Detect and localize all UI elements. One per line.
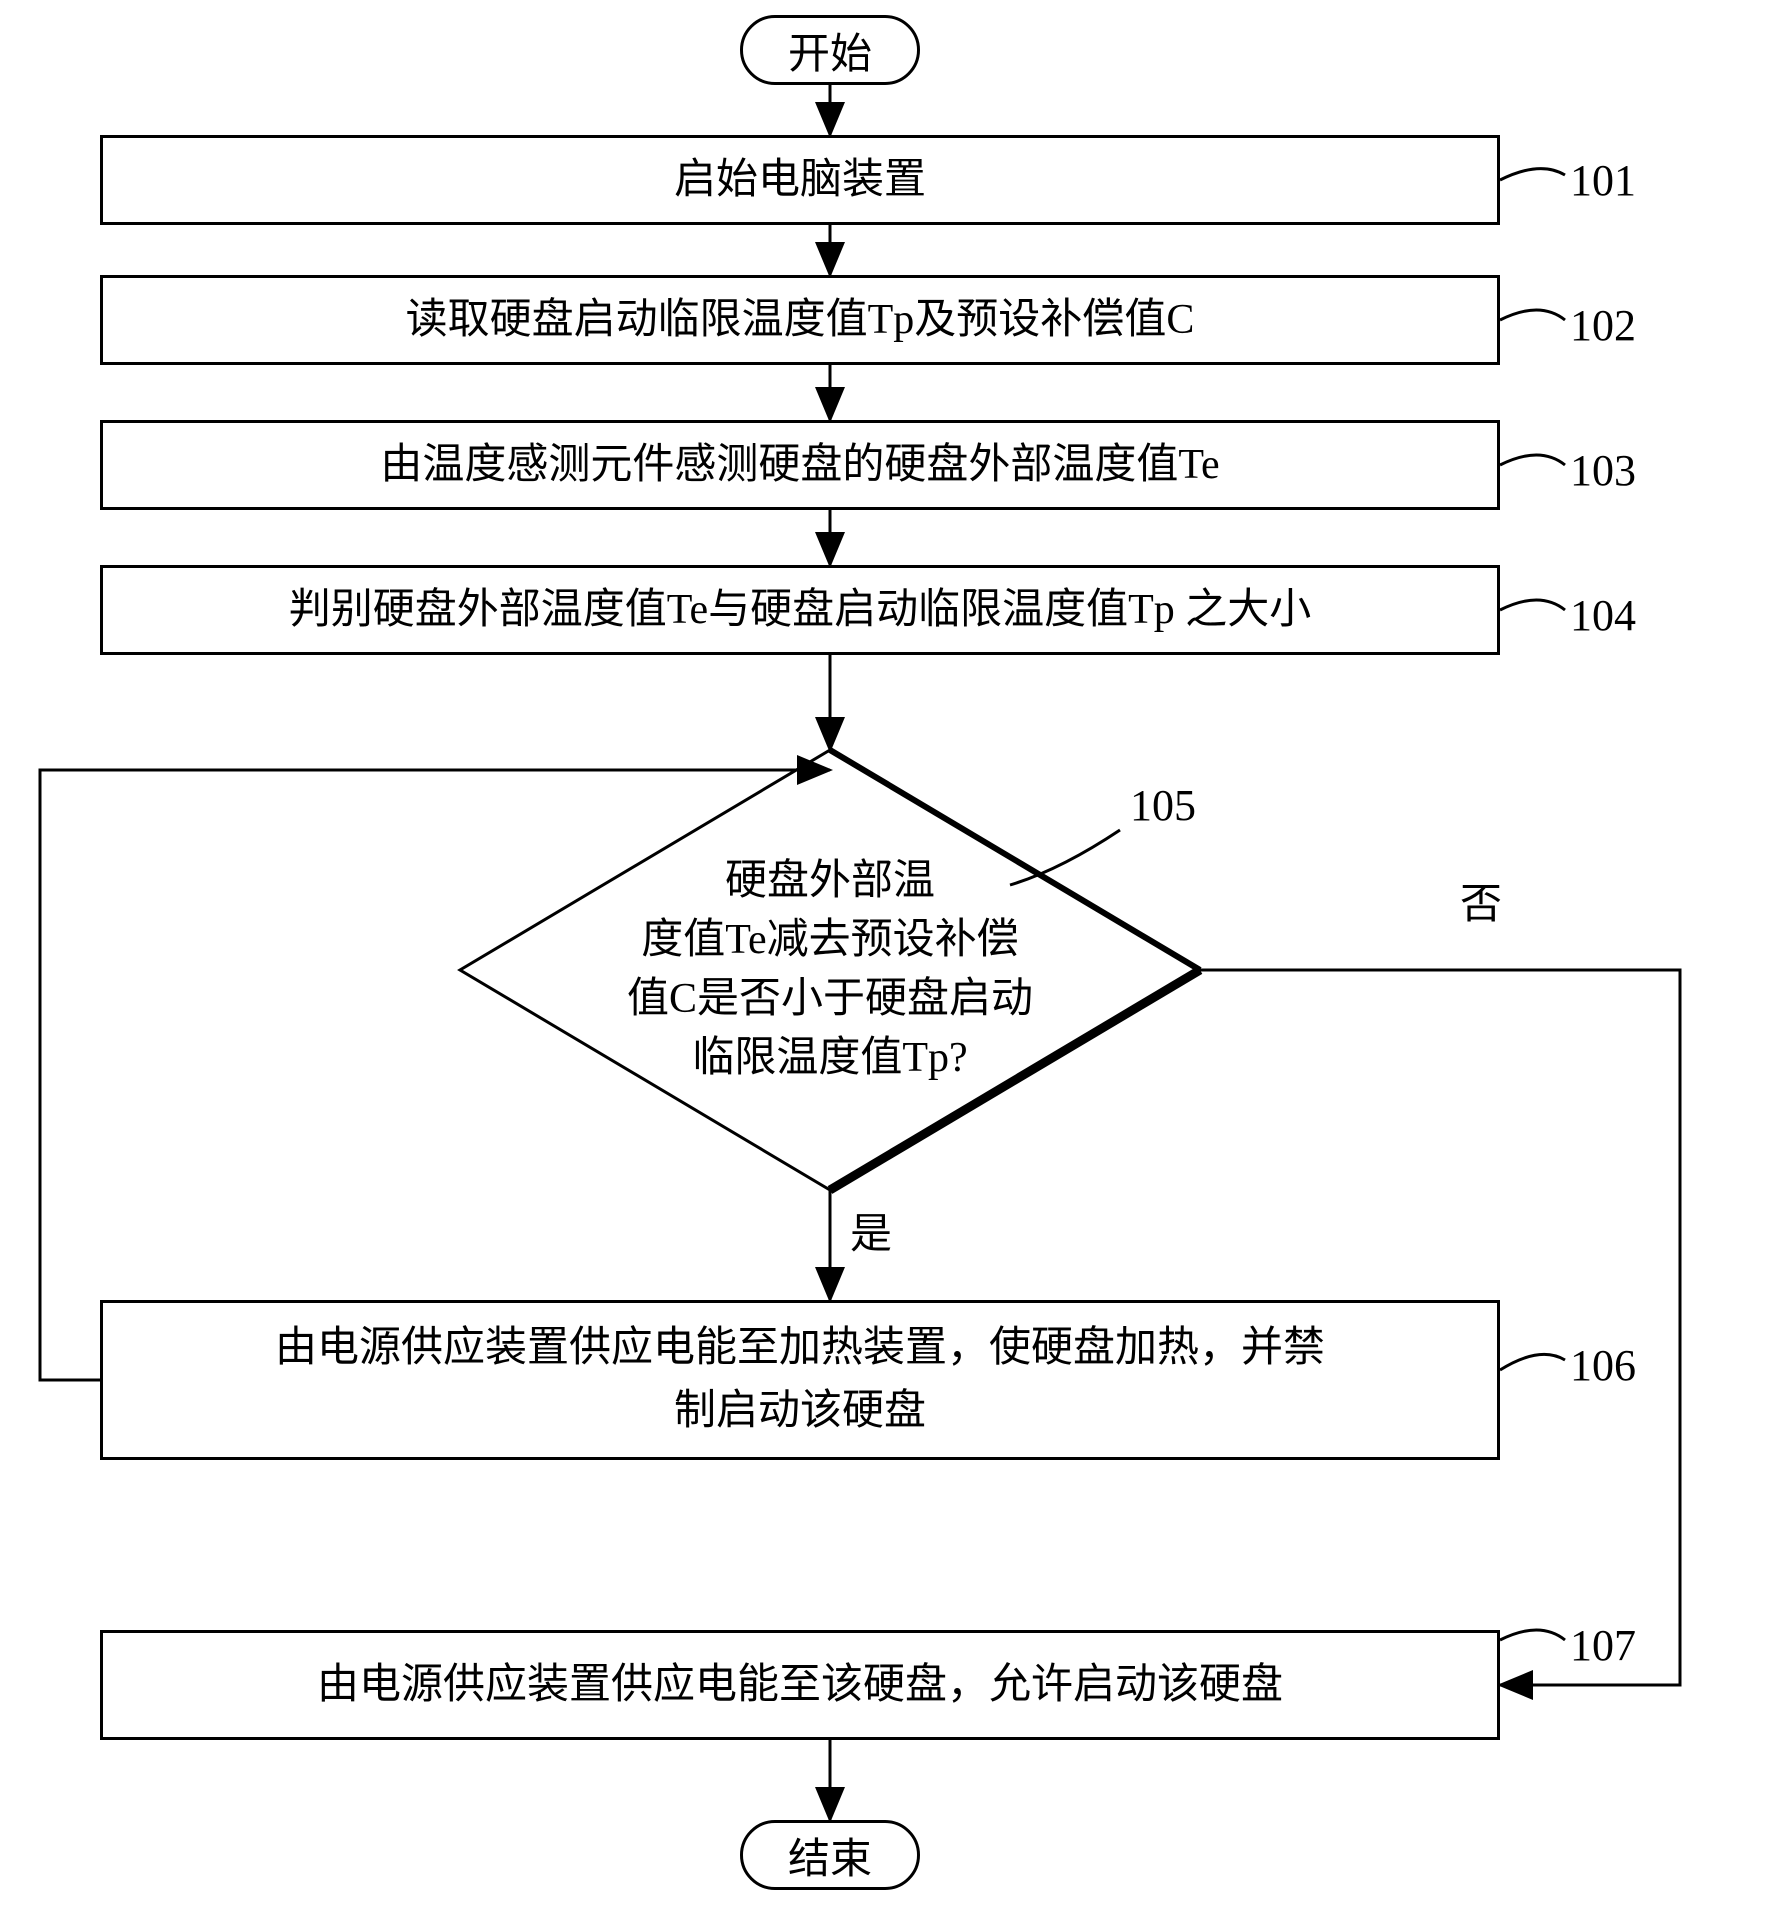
- label-103: 103: [1570, 445, 1636, 496]
- label-106: 106: [1570, 1340, 1636, 1391]
- process-103-text: 由温度感测元件感测硬盘的硬盘外部温度值Te: [380, 434, 1219, 497]
- process-106: 由电源供应装置供应电能至加热装置，使硬盘加热，并禁 制启动该硬盘: [100, 1300, 1500, 1460]
- yes-label: 是: [850, 1200, 892, 1261]
- end-terminal: 结束: [740, 1820, 920, 1890]
- end-text: 结束: [788, 1825, 872, 1886]
- process-102-text: 读取硬盘启动临限温度值Tp及预设补偿值C: [406, 289, 1195, 352]
- process-107: 由电源供应装置供应电能至该硬盘，允许启动该硬盘: [100, 1630, 1500, 1740]
- no-label: 否: [1460, 870, 1502, 931]
- process-103: 由温度感测元件感测硬盘的硬盘外部温度值Te: [100, 420, 1500, 510]
- start-text: 开始: [788, 20, 872, 81]
- label-104: 104: [1570, 590, 1636, 641]
- process-107-text: 由电源供应装置供应电能至该硬盘，允许启动该硬盘: [317, 1654, 1283, 1717]
- start-terminal: 开始: [740, 15, 920, 85]
- decision-105-text-content: 硬盘外部温 度值Te减去预设补偿 值C是否小于硬盘启动 临限温度值Tp?: [627, 852, 1033, 1087]
- process-104-text: 判别硬盘外部温度值Te与硬盘启动临限温度值Tp 之大小: [289, 579, 1312, 642]
- process-106-text: 由电源供应装置供应电能至加热装置，使硬盘加热，并禁 制启动该硬盘: [275, 1317, 1325, 1443]
- process-102: 读取硬盘启动临限温度值Tp及预设补偿值C: [100, 275, 1500, 365]
- process-101-text: 启始电脑装置: [674, 149, 926, 212]
- process-101: 启始电脑装置: [100, 135, 1500, 225]
- decision-105-text: 硬盘外部温 度值Te减去预设补偿 值C是否小于硬盘启动 临限温度值Tp?: [560, 830, 1100, 1110]
- label-101: 101: [1570, 155, 1636, 206]
- label-105: 105: [1130, 780, 1196, 831]
- label-107: 107: [1570, 1620, 1636, 1671]
- label-102: 102: [1570, 300, 1636, 351]
- process-104: 判别硬盘外部温度值Te与硬盘启动临限温度值Tp 之大小: [100, 565, 1500, 655]
